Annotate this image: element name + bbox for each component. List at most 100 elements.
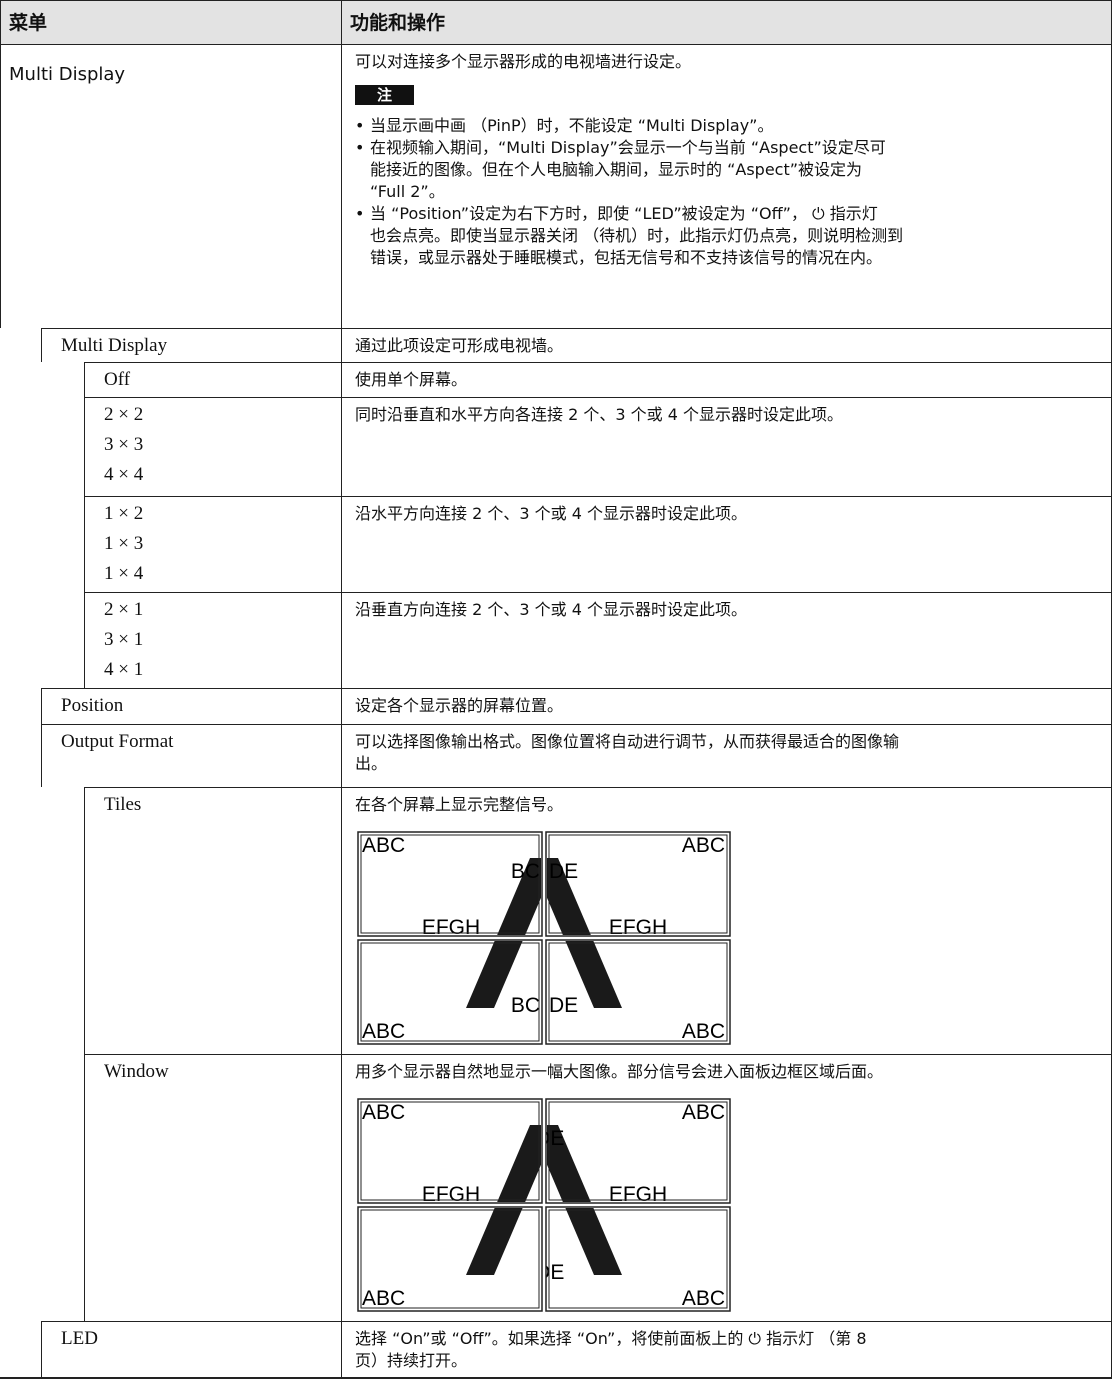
note-label: 注 bbox=[355, 85, 415, 105]
panel-label-group: EFGH bbox=[609, 916, 667, 939]
desc-line: 出。 bbox=[355, 754, 388, 773]
panel-label: ABC bbox=[682, 1020, 725, 1043]
desc-line: 沿水平方向连接 2 个、3 个或 4 个显示器时设定此项。 bbox=[355, 504, 747, 523]
panel-label-group: ABC bbox=[682, 834, 725, 857]
menu-label: 4 × 4 bbox=[104, 464, 144, 485]
panel-frame-inner bbox=[360, 1209, 540, 1309]
desc-line: 使用单个屏幕。 bbox=[355, 370, 468, 389]
menu-cell: Position bbox=[41, 688, 341, 724]
menu-cell: LED bbox=[41, 1321, 341, 1379]
table-bottom bbox=[0, 1377, 1112, 1379]
panel-frame-inner bbox=[548, 942, 728, 1042]
menu-cell: Multi Display bbox=[0, 44, 341, 328]
panel-label: BCDE bbox=[506, 1261, 564, 1284]
panel-label-group: ABC bbox=[362, 1287, 405, 1310]
menu-cell: Multi Display bbox=[41, 328, 341, 362]
note-line: “Full 2”。 bbox=[370, 182, 445, 201]
panel-frame bbox=[357, 1206, 543, 1312]
desc-line: 选择 “On”或 “Off”。如果选择 “On”，将使前面板上的 ⏻ 指示灯 （… bbox=[355, 1329, 867, 1348]
note-item: 当显示画中画 （PinP）时，不能设定 “Multi Display”。 bbox=[355, 115, 1099, 137]
desc-cell: 用多个显示器自然地显示一幅大图像。部分信号会进入面板边框区域后面。 ABC BCDE… bbox=[341, 1054, 1112, 1321]
menu-label: Window bbox=[104, 1061, 169, 1082]
desc-cell: 可以对连接多个显示器形成的电视墙进行设定。注当显示画中画 （PinP）时，不能设… bbox=[341, 44, 1112, 328]
panel-label: BC bbox=[511, 860, 540, 883]
panel-frame-inner bbox=[360, 834, 540, 934]
menu-label: Multi Display bbox=[61, 335, 168, 356]
menu-label: LED bbox=[61, 1328, 98, 1349]
output-figure: ABCBCDEBCDEABCEFGHEFGHABCBCDEBCDEABC bbox=[356, 1097, 732, 1313]
panel-label: ABC bbox=[362, 834, 405, 857]
desc-line: 沿垂直方向连接 2 个、3 个或 4 个显示器时设定此项。 bbox=[355, 600, 747, 619]
menu-label: Position bbox=[61, 695, 124, 716]
panel-label-group: DE bbox=[549, 860, 578, 883]
desc-line: 在各个屏幕上显示完整信号。 bbox=[355, 795, 564, 814]
output-figure: ABC BC DE ABC EFGH EFGH ABC BC DE ABC bbox=[356, 830, 732, 1046]
desc-line: 通过此项设定可形成电视墙。 bbox=[355, 336, 564, 355]
menu-label: 2 × 1 bbox=[104, 599, 144, 620]
note-item: 在视频输入期间，“Multi Display”会显示一个与当前 “Aspect”… bbox=[355, 137, 1099, 203]
panel-label: EFGH bbox=[422, 916, 480, 939]
panel-label: ABC bbox=[362, 1101, 405, 1124]
note-line: 错误，或显示器处于睡眠模式，包括无信号和不支持该信号的情况在内。 bbox=[370, 248, 883, 267]
panel-frame-inner bbox=[360, 1101, 540, 1201]
panel-frame bbox=[545, 831, 731, 937]
panel-label: ABC bbox=[362, 1287, 405, 1310]
panel-label: EFGH bbox=[422, 1183, 480, 1206]
panel-label: DE bbox=[549, 994, 578, 1017]
panel-label: BCDE bbox=[506, 1127, 564, 1150]
panel-frame bbox=[545, 1098, 731, 1204]
desc-cell: 使用单个屏幕。 bbox=[341, 362, 1112, 397]
menu-cell: Off bbox=[84, 362, 341, 397]
note-line: 能接近的图像。但在个人电脑输入期间，显示时的 “Aspect”被设定为 bbox=[370, 160, 863, 179]
menu-label: Tiles bbox=[104, 794, 142, 815]
desc-cell: 在各个屏幕上显示完整信号。 ABC BC DE ABC EFGH EFGH ABC BC DE AB… bbox=[341, 787, 1112, 1054]
gap bbox=[356, 935, 732, 941]
note-line: 在视频输入期间，“Multi Display”会显示一个与当前 “Aspect”… bbox=[370, 138, 886, 157]
panel-frame-inner bbox=[360, 942, 540, 1042]
note-item: 当 “Position”设定为右下方时，即使 “LED”被设定为 “Off”， … bbox=[355, 203, 1099, 269]
desc-cell: 同时沿垂直和水平方向各连接 2 个、3 个或 4 个显示器时设定此项。 bbox=[341, 397, 1112, 496]
panel-label-group: BCDE bbox=[506, 1127, 564, 1150]
menu-label: Off bbox=[104, 369, 131, 390]
panel-label-group: BC bbox=[511, 860, 540, 883]
desc-line: 同时沿垂直和水平方向各连接 2 个、3 个或 4 个显示器时设定此项。 bbox=[355, 405, 843, 424]
panel-label: ABC bbox=[682, 1287, 725, 1310]
menu-label: 3 × 3 bbox=[104, 434, 144, 455]
menu-cell: 2 × 1 3 × 1 4 × 1 bbox=[84, 592, 341, 688]
panel-label-group: EFGH bbox=[422, 916, 480, 939]
desc-cell: 沿水平方向连接 2 个、3 个或 4 个显示器时设定此项。 bbox=[341, 496, 1112, 592]
panel-label: ABC bbox=[682, 1101, 725, 1124]
menu-label: 1 × 3 bbox=[104, 533, 144, 554]
panel-label: EFGH bbox=[609, 916, 667, 939]
desc-line: 可以选择图像输出格式。图像位置将自动进行调节，从而获得最适合的图像输 bbox=[355, 732, 900, 751]
note-line: 当显示画中画 （PinP）时，不能设定 “Multi Display”。 bbox=[370, 116, 774, 135]
panel-frame bbox=[357, 939, 543, 1045]
menu-label: 4 × 1 bbox=[104, 659, 144, 680]
desc-cell: 通过此项设定可形成电视墙。 bbox=[341, 328, 1112, 362]
panel-frame-inner bbox=[548, 1209, 728, 1309]
header-function: 功能和操作 bbox=[341, 0, 1112, 44]
menu-cell: 1 × 2 1 × 3 1 × 4 bbox=[84, 496, 341, 592]
panel-label: EFGH bbox=[609, 1183, 667, 1206]
header-menu: 菜单 bbox=[0, 0, 341, 44]
panel-label-group: ABC bbox=[682, 1287, 725, 1310]
panel-label-group: ABC bbox=[682, 1101, 725, 1124]
note-line: 当 “Position”设定为右下方时，即使 “LED”被设定为 “Off”， … bbox=[370, 204, 878, 223]
panel-frame bbox=[357, 831, 543, 937]
menu-label: 2 × 2 bbox=[104, 404, 144, 425]
panel-label-group: ABC bbox=[362, 834, 405, 857]
panel-frame bbox=[357, 1098, 543, 1204]
panel-frame-inner bbox=[548, 834, 728, 934]
panel-label: ABC bbox=[682, 834, 725, 857]
desc-line: 页）持续打开。 bbox=[355, 1351, 468, 1370]
panel-frame-inner bbox=[548, 1101, 728, 1201]
panel-label: DE bbox=[549, 860, 578, 883]
panel-label-group: BC bbox=[511, 994, 540, 1017]
panel-label-group: EFGH bbox=[422, 1183, 480, 1206]
desc-cell: 选择 “On”或 “Off”。如果选择 “On”，将使前面板上的 ⏻ 指示灯 （… bbox=[341, 1321, 1112, 1379]
panel-label-group: ABC bbox=[682, 1020, 725, 1043]
desc-cell: 设定各个显示器的屏幕位置。 bbox=[341, 688, 1112, 724]
panel-label: BC bbox=[511, 994, 540, 1017]
menu-label: 1 × 2 bbox=[104, 503, 144, 524]
desc-cell: 可以选择图像输出格式。图像位置将自动进行调节，从而获得最适合的图像输 出。 bbox=[341, 724, 1112, 787]
